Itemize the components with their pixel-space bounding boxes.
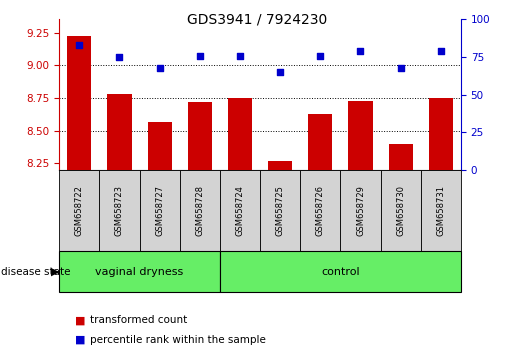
Text: percentile rank within the sample: percentile rank within the sample	[90, 335, 266, 345]
Point	[437, 48, 445, 54]
Bar	[108, 94, 131, 170]
Bar	[188, 102, 212, 170]
Text: disease state: disease state	[1, 267, 71, 277]
Text: ■: ■	[75, 335, 85, 345]
Bar	[228, 98, 252, 170]
Point	[75, 42, 83, 48]
Text: ▶: ▶	[51, 267, 59, 277]
Point	[115, 54, 124, 60]
Bar	[59, 170, 99, 251]
Bar	[308, 114, 332, 170]
Text: GSM658728: GSM658728	[195, 185, 204, 236]
Bar	[220, 251, 461, 292]
Point	[156, 65, 164, 70]
Text: transformed count: transformed count	[90, 315, 187, 325]
Bar	[59, 251, 220, 292]
Point	[316, 53, 324, 58]
Bar	[421, 170, 461, 251]
Bar	[67, 36, 91, 170]
Bar	[349, 101, 372, 170]
Point	[236, 53, 244, 58]
Text: GSM658730: GSM658730	[396, 185, 405, 236]
Text: GSM658725: GSM658725	[276, 185, 285, 236]
Bar	[429, 98, 453, 170]
Text: GSM658723: GSM658723	[115, 185, 124, 236]
Text: control: control	[321, 267, 359, 277]
Bar	[381, 170, 421, 251]
Text: GSM658729: GSM658729	[356, 185, 365, 236]
Text: vaginal dryness: vaginal dryness	[95, 267, 184, 277]
Point	[397, 65, 405, 70]
Bar	[340, 170, 381, 251]
Text: GDS3941 / 7924230: GDS3941 / 7924230	[187, 12, 328, 27]
Bar	[268, 161, 292, 170]
Bar	[300, 170, 340, 251]
Bar	[260, 170, 300, 251]
Point	[196, 53, 204, 58]
Bar	[389, 144, 413, 170]
Bar	[140, 170, 180, 251]
Text: GSM658724: GSM658724	[235, 185, 245, 236]
Text: GSM658727: GSM658727	[155, 185, 164, 236]
Text: GSM658731: GSM658731	[436, 185, 445, 236]
Bar	[220, 170, 260, 251]
Text: ■: ■	[75, 315, 85, 325]
Bar	[180, 170, 220, 251]
Text: GSM658726: GSM658726	[316, 185, 325, 236]
Text: GSM658722: GSM658722	[75, 185, 84, 236]
Point	[356, 48, 365, 54]
Bar	[148, 121, 171, 170]
Point	[276, 69, 284, 75]
Bar	[99, 170, 140, 251]
